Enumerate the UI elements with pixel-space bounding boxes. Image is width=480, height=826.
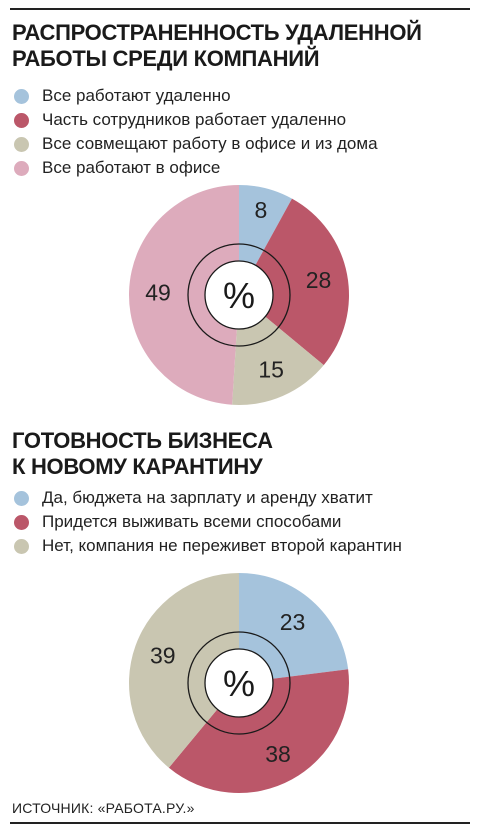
chart1-title-line2: РАБОТЫ СРЕДИ КОМПАНИЙ (12, 46, 320, 71)
top-rule (10, 8, 470, 10)
legend-swatch (14, 490, 29, 506)
legend-swatch (14, 514, 29, 530)
legend-label: Все совмещают работу в офисе и из дома (42, 134, 378, 153)
donut-ring (187, 243, 291, 347)
legend-label: Придется выживать всеми способами (42, 512, 342, 531)
legend-label: Часть сотрудников работает удаленно (42, 110, 347, 129)
slice-value-label: 15 (258, 356, 284, 382)
center-percent-label: % (223, 663, 255, 704)
donut-slice (128, 573, 239, 768)
donut-slice (168, 669, 349, 793)
legend-item: Часть сотрудников работает удаленно (14, 108, 378, 132)
legend-item: Все работают удаленно (14, 84, 378, 108)
donut-slice (128, 185, 239, 405)
donut-center (204, 260, 274, 330)
donut-ring (187, 631, 291, 735)
legend-swatch (14, 538, 29, 554)
bottom-rule (10, 822, 470, 824)
legend-item: Все совмещают работу в офисе и из дома (14, 132, 378, 156)
legend-label: Все работают удаленно (42, 86, 231, 105)
slice-value-label: 39 (150, 643, 176, 669)
donut-center (204, 648, 274, 718)
chart1-donut: % 8 28 15 49 (128, 185, 349, 405)
donut-slice (239, 573, 349, 679)
source-note: ИСТОЧНИК: «РАБОТА.РУ.» (12, 800, 195, 816)
chart1-legend: Все работают удаленно Часть сотрудников … (14, 84, 378, 180)
legend-swatch (14, 136, 29, 152)
slice-value-label: 38 (265, 741, 291, 767)
chart2-title-line2: К НОВОМУ КАРАНТИНУ (12, 454, 263, 479)
center-percent-label: % (223, 275, 255, 316)
chart2-legend: Да, бюджета на зарплату и аренду хватит … (14, 486, 402, 558)
legend-swatch (14, 88, 29, 104)
legend-swatch (14, 112, 29, 128)
chart2-title-line1: ГОТОВНОСТЬ БИЗНЕСА (12, 428, 273, 453)
legend-item: Все работают в офисе (14, 156, 378, 180)
donut-slice (255, 198, 349, 366)
slice-value-label: 8 (254, 197, 267, 223)
legend-label: Да, бюджета на зарплату и аренду хватит (42, 488, 373, 507)
slice-value-label: 49 (145, 279, 171, 305)
legend-item: Придется выживать всеми способами (14, 510, 402, 534)
chart1-title-line1: РАСПРОСТРАНЕННОСТЬ УДАЛЕННОЙ (12, 20, 422, 45)
donut-slice (232, 316, 324, 405)
legend-swatch (14, 160, 29, 176)
chart2-donut: % 23 38 39 (128, 573, 349, 793)
legend-label: Нет, компания не переживет второй карант… (42, 536, 402, 555)
legend-item: Нет, компания не переживет второй карант… (14, 534, 402, 558)
legend-label: Все работают в офисе (42, 158, 221, 177)
slice-value-label: 28 (306, 267, 332, 293)
legend-item: Да, бюджета на зарплату и аренду хватит (14, 486, 402, 510)
slice-value-label: 23 (280, 609, 306, 635)
